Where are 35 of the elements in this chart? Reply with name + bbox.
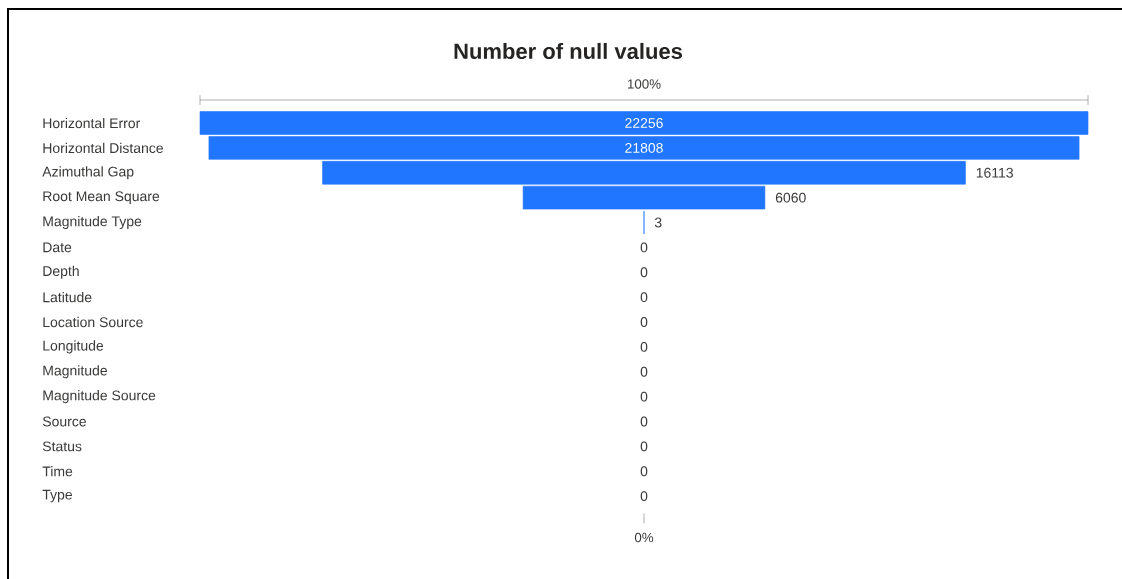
data-label: 22256 — [625, 118, 663, 128]
data-label: 0 — [640, 366, 648, 377]
data-label: 0 — [640, 317, 648, 327]
category-label: Magnitude Type — [43, 215, 142, 230]
category-label: Longitude — [43, 340, 104, 354]
category-label: Time — [42, 466, 73, 477]
data-label: 0 — [640, 242, 648, 253]
category-label: Magnitude — [43, 365, 107, 379]
data-label: 3 — [654, 217, 662, 228]
data-label: 0 — [640, 466, 648, 477]
category-label: Date — [43, 242, 72, 253]
category-label: Type — [42, 489, 72, 503]
data-label: 0 — [640, 292, 648, 303]
data-label: 0 — [640, 341, 648, 352]
data-label: 0 — [640, 491, 648, 502]
text: 0% — [634, 532, 654, 543]
text: 100% — [627, 79, 661, 89]
data-label: 16113 — [976, 167, 1013, 178]
text: Number of null values — [454, 42, 683, 60]
category-label: Horizontal Distance — [43, 142, 163, 154]
data-label: 0 — [640, 267, 648, 278]
category-label: Horizontal Error — [43, 117, 141, 129]
category-label: Latitude — [43, 291, 92, 303]
category-label: Azimuthal Gap — [42, 166, 134, 180]
category-label: Location Source — [43, 316, 143, 328]
category-label: Root Mean Square — [43, 191, 160, 204]
category-label: Magnitude Source — [43, 390, 156, 404]
category-label: Status — [42, 441, 82, 452]
data-label: 0 — [640, 416, 648, 427]
data-label: 0 — [640, 441, 648, 452]
category-label: Depth — [43, 265, 79, 279]
category-label: Source — [42, 416, 86, 427]
data-label: 6060 — [775, 192, 806, 203]
data-label: 0 — [640, 391, 648, 402]
data-label: 21808 — [625, 142, 663, 153]
